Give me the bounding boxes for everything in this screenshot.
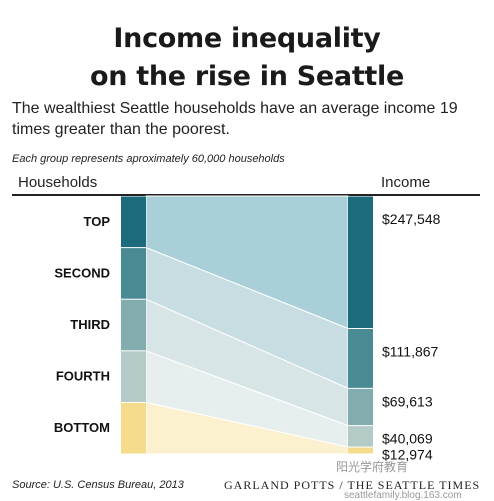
- income-bar-third: [348, 388, 373, 426]
- group-label-fourth: FOURTH: [56, 369, 110, 384]
- group-label-top: TOP: [84, 214, 111, 229]
- households-bar-top: [121, 196, 146, 248]
- watermark-url: seattlefamily.blog.163.com: [344, 490, 462, 501]
- households-axis-label: Households: [18, 174, 98, 191]
- income-value-label-second: $111,867: [382, 343, 439, 359]
- income-bar-bottom: [348, 447, 373, 454]
- income-value-label-top: $247,548: [382, 211, 441, 227]
- households-bar-third: [121, 299, 146, 351]
- group-label-second: SECOND: [54, 265, 110, 280]
- title-line-1: Income inequality: [113, 23, 381, 54]
- page-title: Income inequality on the rise in Seattle: [0, 20, 494, 96]
- income-value-label-bottom: $12,974: [382, 447, 433, 463]
- income-bar-top: [348, 196, 373, 328]
- credit-line: GARLAND POTTS / THE SEATTLE TIMES: [224, 478, 481, 492]
- source-note: Source: U.S. Census Bureau, 2013: [12, 479, 184, 491]
- income-bar-second: [348, 328, 373, 388]
- subtitle: The wealthiest Seattle households have a…: [12, 100, 458, 138]
- income-axis-label: Income: [381, 174, 431, 191]
- watermark-text: 阳光学府教育: [336, 460, 409, 474]
- households-bar-second: [121, 248, 146, 299]
- header-rule: [12, 194, 480, 196]
- group-label-bottom: BOTTOM: [54, 420, 110, 435]
- chart-note: Each group represents aproximately 60,00…: [12, 153, 285, 165]
- income-value-label-third: $69,613: [382, 393, 433, 409]
- households-bar-bottom: [121, 402, 146, 454]
- income-bar-fourth: [348, 426, 373, 447]
- households-bar-fourth: [121, 351, 146, 402]
- group-label-third: THIRD: [70, 317, 110, 332]
- income-value-label-fourth: $40,069: [382, 431, 433, 447]
- title-line-2: on the rise in Seattle: [90, 61, 404, 92]
